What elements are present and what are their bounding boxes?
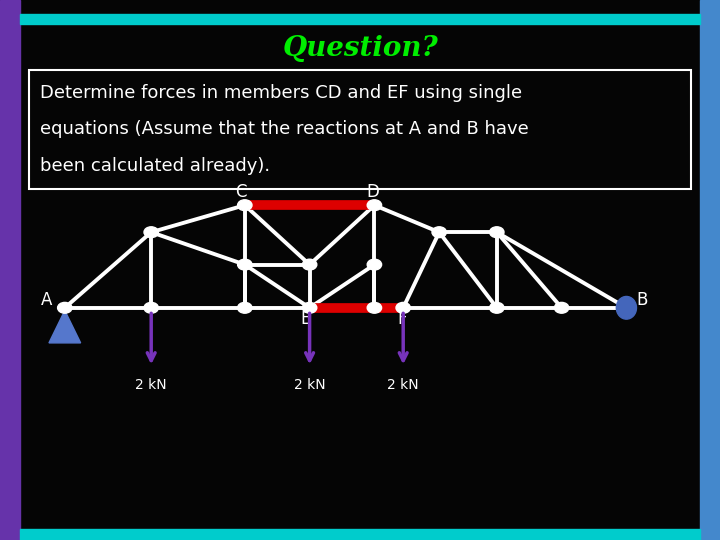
Text: F: F [397,309,407,328]
Text: D: D [366,183,379,201]
Circle shape [396,302,410,313]
Circle shape [58,302,72,313]
Text: 2 kN: 2 kN [294,378,325,392]
Text: C: C [235,183,247,201]
Circle shape [238,200,252,211]
Bar [20,14,700,24]
Bar [20,529,700,540]
Circle shape [238,259,252,270]
Bar [0,0,20,540]
Circle shape [238,302,252,313]
Circle shape [367,259,382,270]
Text: 2 kN: 2 kN [135,378,167,392]
Bar [700,0,720,540]
Circle shape [490,302,504,313]
Circle shape [367,302,382,313]
Circle shape [490,227,504,238]
Circle shape [144,302,158,313]
Ellipse shape [616,296,636,319]
Text: 2 kN: 2 kN [387,378,419,392]
Text: Determine forces in members CD and EF using single: Determine forces in members CD and EF us… [40,84,522,102]
FancyBboxPatch shape [29,70,691,189]
Text: been calculated already).: been calculated already). [40,157,270,175]
Circle shape [302,259,317,270]
Circle shape [554,302,569,313]
Text: equations (Assume that the reactions at A and B have: equations (Assume that the reactions at … [40,120,528,138]
Text: E: E [301,309,311,328]
Circle shape [144,227,158,238]
Text: B: B [636,291,648,309]
Circle shape [367,200,382,211]
Circle shape [432,227,446,238]
Text: A: A [41,291,53,309]
Circle shape [302,302,317,313]
Text: Question?: Question? [282,35,438,62]
Polygon shape [49,310,81,343]
